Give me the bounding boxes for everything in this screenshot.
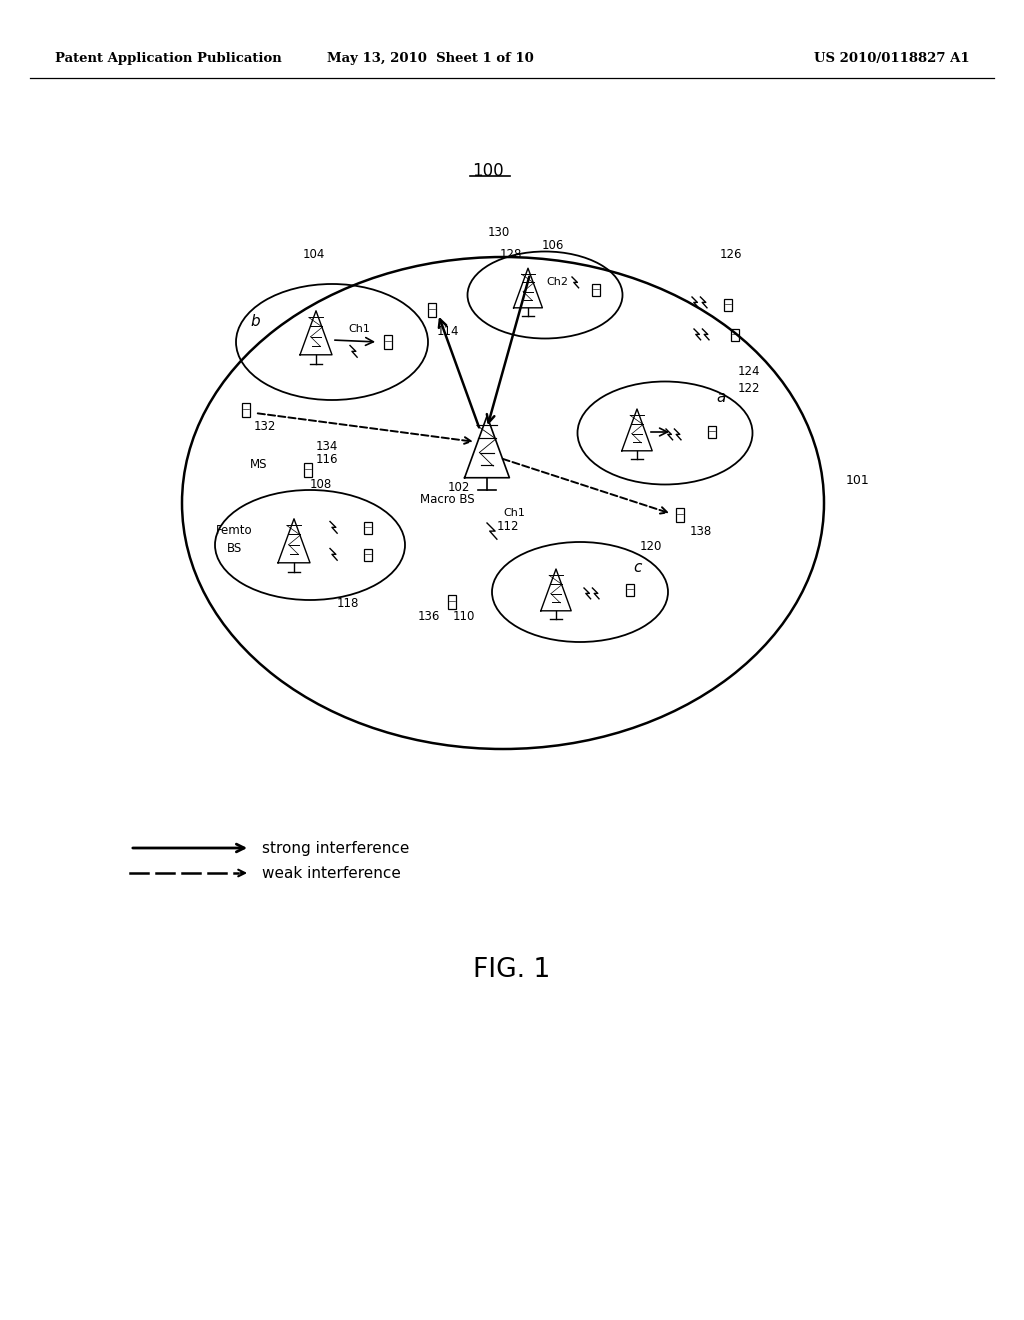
Bar: [731, 329, 738, 342]
Text: Ch1: Ch1: [348, 323, 370, 334]
Text: Patent Application Publication: Patent Application Publication: [55, 51, 282, 65]
Text: 116: 116: [316, 453, 339, 466]
Text: US 2010/0118827 A1: US 2010/0118827 A1: [814, 51, 970, 65]
Text: Macro BS: Macro BS: [420, 492, 475, 506]
Text: 136: 136: [418, 610, 440, 623]
Text: 138: 138: [690, 525, 713, 539]
Text: 101: 101: [846, 474, 869, 487]
Bar: [676, 508, 684, 521]
Text: 112: 112: [497, 520, 519, 533]
Text: FIG. 1: FIG. 1: [473, 957, 551, 983]
Text: 118: 118: [337, 597, 359, 610]
Text: May 13, 2010  Sheet 1 of 10: May 13, 2010 Sheet 1 of 10: [327, 51, 534, 65]
Text: 106: 106: [542, 239, 564, 252]
Text: weak interference: weak interference: [262, 866, 400, 880]
Text: 124: 124: [738, 366, 761, 378]
Bar: [449, 595, 456, 609]
Text: 100: 100: [472, 162, 504, 180]
Text: 104: 104: [303, 248, 326, 261]
Text: 130: 130: [488, 226, 510, 239]
Text: MS: MS: [250, 458, 267, 471]
Text: 108: 108: [310, 478, 332, 491]
Text: b: b: [250, 314, 260, 329]
Bar: [593, 284, 600, 296]
Text: 114: 114: [437, 325, 460, 338]
Bar: [242, 403, 250, 417]
Bar: [365, 549, 372, 561]
Bar: [627, 583, 634, 597]
Text: 122: 122: [738, 381, 761, 395]
Text: Femto
BS: Femto BS: [216, 524, 252, 556]
Text: 120: 120: [640, 540, 663, 553]
Text: a: a: [716, 389, 725, 405]
Text: 110: 110: [453, 610, 475, 623]
Text: Ch1: Ch1: [503, 508, 525, 517]
Text: 134: 134: [316, 440, 338, 453]
Text: strong interference: strong interference: [262, 841, 410, 855]
Text: Ch2: Ch2: [546, 277, 568, 286]
Bar: [365, 521, 372, 535]
Bar: [428, 304, 436, 317]
Bar: [304, 463, 312, 477]
Bar: [709, 425, 716, 438]
Text: 102: 102: [449, 480, 470, 494]
Text: c: c: [633, 560, 641, 576]
Text: 132: 132: [254, 420, 276, 433]
Text: 126: 126: [720, 248, 742, 261]
Text: 128: 128: [500, 248, 522, 261]
Bar: [384, 335, 392, 348]
Bar: [724, 298, 731, 312]
